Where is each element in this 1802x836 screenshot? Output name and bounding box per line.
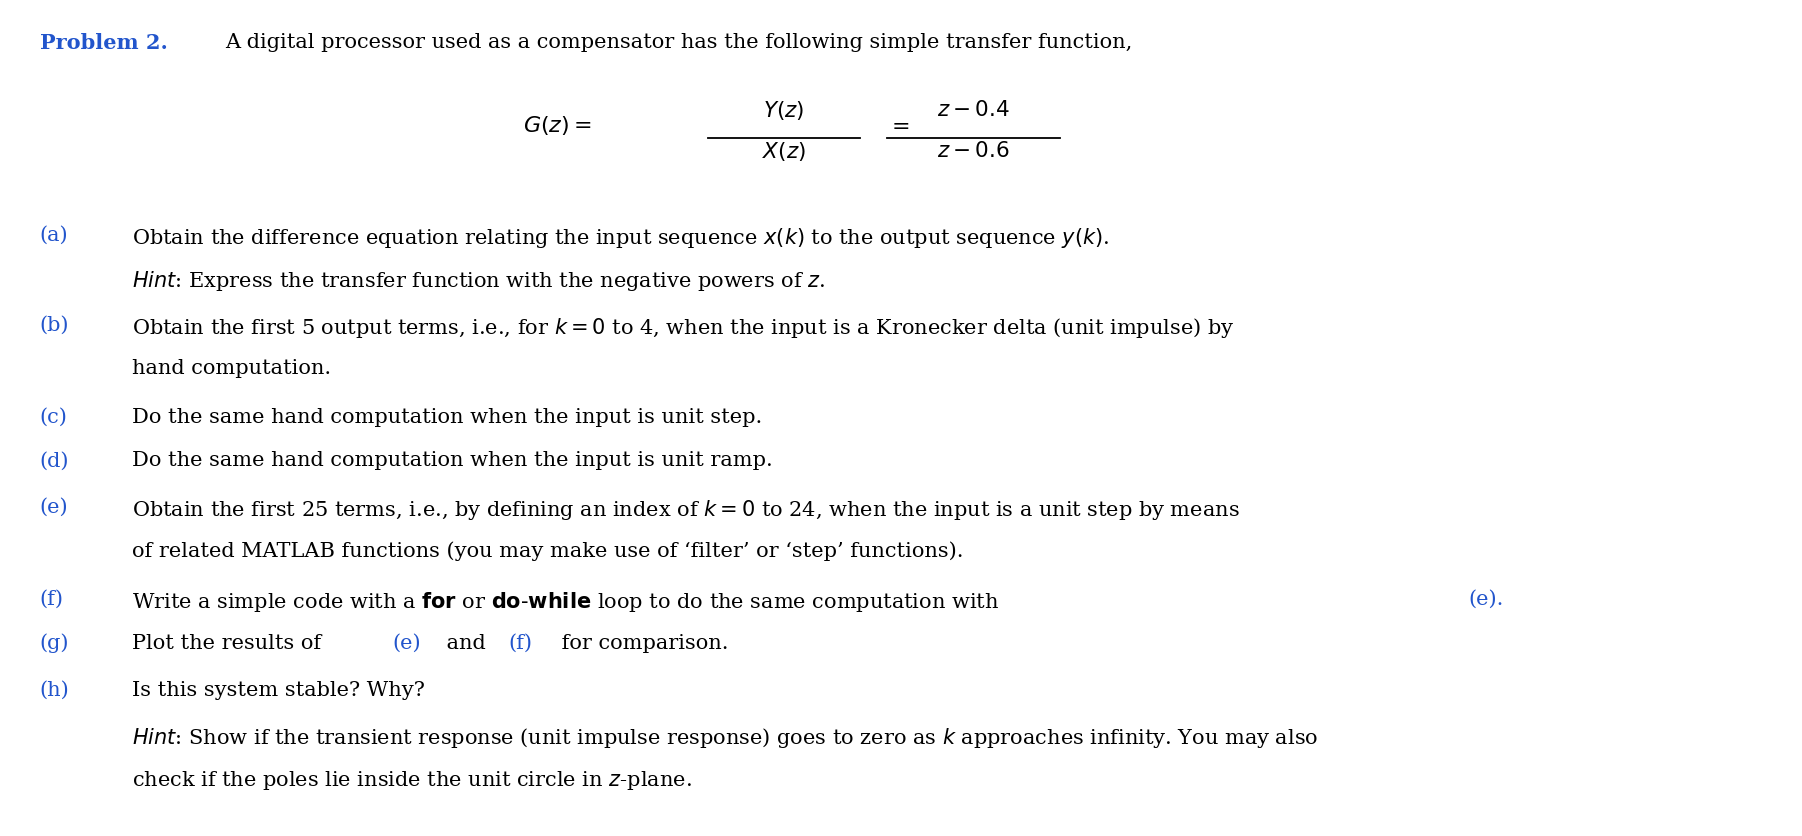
Text: (g): (g) — [40, 634, 68, 654]
Text: (d): (d) — [40, 451, 68, 471]
Text: $z - 0.6$: $z - 0.6$ — [937, 140, 1009, 161]
Text: $G(z) =$: $G(z) =$ — [523, 114, 591, 137]
Text: A digital processor used as a compensator has the following simple transfer func: A digital processor used as a compensato… — [225, 33, 1132, 53]
Text: (e): (e) — [393, 634, 422, 653]
Text: Obtain the difference equation relating the input sequence $x(k)$ to the output : Obtain the difference equation relating … — [132, 226, 1108, 250]
Text: (b): (b) — [40, 316, 68, 335]
Text: $\it{Hint}$: Show if the transient response (unit impulse response) goes to zero: $\it{Hint}$: Show if the transient respo… — [132, 726, 1317, 750]
Text: Plot the results of: Plot the results of — [132, 634, 328, 653]
Text: (c): (c) — [40, 408, 67, 427]
Text: (f): (f) — [508, 634, 532, 653]
Text: Obtain the first 25 terms, i.e., by defining an index of $k = 0$ to 24, when the: Obtain the first 25 terms, i.e., by defi… — [132, 498, 1240, 522]
Text: $Y(z)$: $Y(z)$ — [764, 99, 804, 122]
Text: hand computation.: hand computation. — [132, 359, 332, 379]
Text: $=$: $=$ — [887, 114, 910, 135]
Text: (a): (a) — [40, 226, 68, 245]
Text: for comparison.: for comparison. — [555, 634, 728, 653]
Text: (e).: (e). — [1469, 590, 1505, 609]
Text: $X(z)$: $X(z)$ — [762, 140, 805, 163]
Text: $\it{Hint}$: Express the transfer function with the negative powers of $z$.: $\it{Hint}$: Express the transfer functi… — [132, 269, 825, 293]
Text: (e): (e) — [40, 498, 68, 517]
Text: Do the same hand computation when the input is unit step.: Do the same hand computation when the in… — [132, 408, 762, 427]
Text: Is this system stable? Why?: Is this system stable? Why? — [132, 681, 425, 700]
Text: of related MATLAB functions (you may make use of ‘filter’ or ‘step’ functions).: of related MATLAB functions (you may mak… — [132, 542, 962, 562]
Text: check if the poles lie inside the unit circle in $z$-plane.: check if the poles lie inside the unit c… — [132, 769, 692, 793]
Text: (h): (h) — [40, 681, 70, 700]
Text: Write a simple code with a $\bf{for}$ or $\bf{do\text{-}while}$ loop to do the s: Write a simple code with a $\bf{for}$ or… — [132, 590, 998, 614]
Text: Problem 2.: Problem 2. — [40, 33, 168, 54]
Text: Do the same hand computation when the input is unit ramp.: Do the same hand computation when the in… — [132, 451, 773, 471]
Text: $z - 0.4$: $z - 0.4$ — [937, 99, 1009, 120]
Text: and: and — [440, 634, 492, 653]
Text: Obtain the first 5 output terms, i.e., for $k = 0$ to 4, when the input is a Kro: Obtain the first 5 output terms, i.e., f… — [132, 316, 1234, 340]
Text: (f): (f) — [40, 590, 63, 609]
